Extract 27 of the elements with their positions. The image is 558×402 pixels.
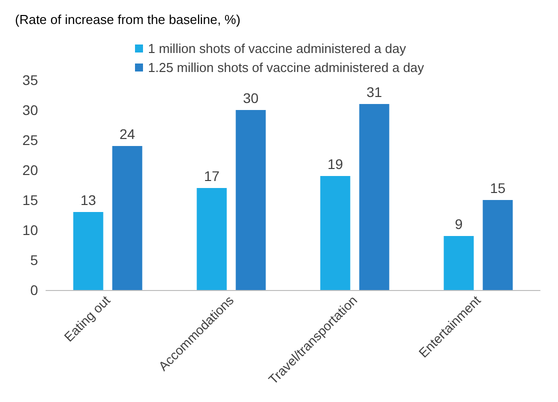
bar bbox=[320, 176, 350, 290]
bar bbox=[359, 104, 390, 290]
y-tick-label: 10 bbox=[22, 222, 38, 238]
data-label: 9 bbox=[454, 216, 463, 232]
y-tick-label: 25 bbox=[22, 132, 38, 148]
legend-label: 1.25 million shots of vaccine administered a day bbox=[148, 60, 425, 75]
bar bbox=[196, 188, 227, 290]
bar bbox=[236, 110, 266, 290]
data-label: 24 bbox=[119, 126, 136, 142]
bar bbox=[112, 146, 142, 290]
y-tick-label: 0 bbox=[30, 282, 38, 298]
legend-label: 1 million shots of vaccine administered a day bbox=[148, 41, 406, 56]
bar bbox=[482, 200, 513, 290]
data-label: 30 bbox=[242, 90, 259, 106]
data-label: 15 bbox=[490, 180, 506, 196]
y-tick-label: 20 bbox=[22, 162, 38, 178]
bar bbox=[444, 236, 474, 290]
bar bbox=[73, 212, 104, 290]
data-label: 13 bbox=[80, 192, 96, 208]
y-tick-label: 35 bbox=[22, 72, 38, 88]
y-tick-label: 30 bbox=[22, 102, 38, 118]
y-axis-title: (Rate of increase from the baseline, %) bbox=[15, 12, 240, 27]
data-label: 17 bbox=[204, 168, 220, 184]
y-tick-label: 15 bbox=[22, 192, 38, 208]
y-tick-label: 5 bbox=[30, 252, 38, 268]
data-label: 19 bbox=[327, 156, 344, 172]
data-label: 31 bbox=[366, 84, 382, 100]
